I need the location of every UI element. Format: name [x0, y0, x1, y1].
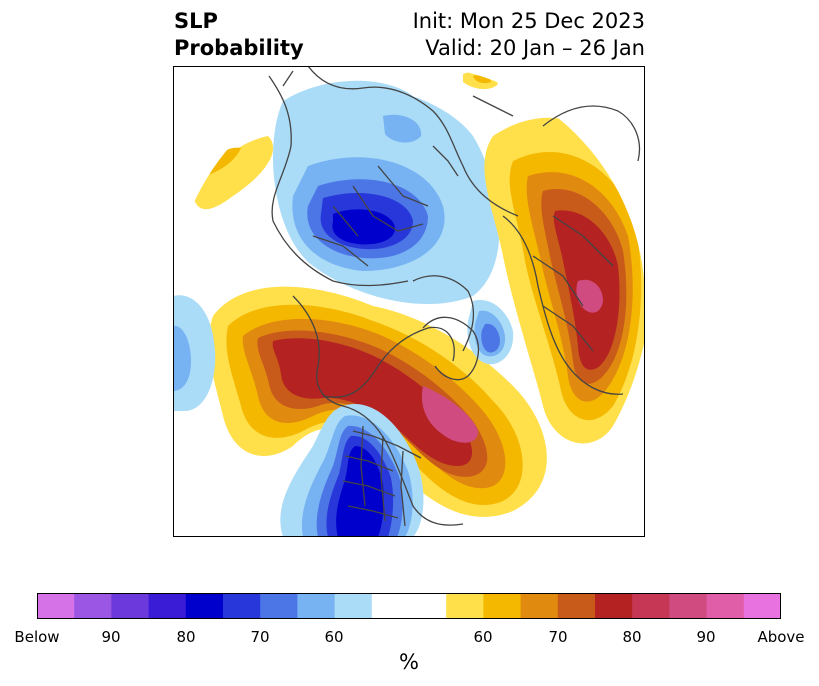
colorbar-cell — [743, 593, 781, 619]
colorbar-unit-label: % — [399, 650, 419, 674]
above-normal-region-north-america — [208, 286, 547, 517]
tick-below-60: 60 — [324, 628, 344, 646]
tick-below-70: 70 — [250, 628, 270, 646]
colorbar-cell — [669, 593, 707, 619]
tick-below-80: 80 — [176, 628, 196, 646]
colorbar-cell — [74, 593, 112, 619]
colorbar-cell — [409, 593, 447, 619]
colorbar-cell — [37, 593, 75, 619]
colorbar — [37, 593, 781, 619]
colorbar-cells — [37, 593, 781, 619]
colorbar-cell — [632, 593, 670, 619]
colorbar-cell — [297, 593, 335, 619]
chart-title-right: Init: Mon 25 Dec 2023 Valid: 20 Jan – 26… — [413, 8, 645, 62]
colorbar-cell — [371, 593, 410, 619]
below-normal-region-eurasia — [273, 80, 500, 305]
title-product: Probability — [174, 36, 304, 60]
probability-map — [173, 66, 645, 537]
probability-fields — [173, 71, 645, 537]
colorbar-cell — [223, 593, 261, 619]
tick-below: Below — [14, 628, 60, 646]
colorbar-cell — [483, 593, 521, 619]
colorbar-frame — [37, 593, 781, 619]
colorbar-cell — [148, 593, 187, 619]
tick-above-90: 90 — [696, 628, 716, 646]
colorbar-cell — [260, 593, 298, 619]
title-variable: SLP — [174, 9, 218, 33]
title-valid-range: Valid: 20 Jan – 26 Jan — [425, 36, 645, 60]
colorbar-cell — [111, 593, 149, 619]
tick-above-80: 80 — [622, 628, 642, 646]
title-init-date: Init: Mon 25 Dec 2023 — [412, 9, 645, 33]
tick-above-70: 70 — [548, 628, 568, 646]
map-frame — [173, 66, 645, 537]
colorbar-cell — [446, 593, 484, 619]
above-normal-region-pacific — [193, 136, 274, 210]
colorbar-cell — [706, 593, 745, 619]
colorbar-cell — [520, 593, 559, 619]
above-normal-region-europe — [484, 117, 645, 444]
chart-title-left: SLP Probability — [174, 8, 304, 62]
colorbar-cell — [595, 593, 633, 619]
tick-below-90: 90 — [101, 628, 121, 646]
colorbar-cell — [557, 593, 596, 619]
colorbar-cell — [185, 593, 224, 619]
coastlines — [268, 66, 641, 527]
tick-above-60: 60 — [473, 628, 493, 646]
colorbar-cell — [334, 593, 373, 619]
tick-above: Above — [757, 628, 805, 646]
